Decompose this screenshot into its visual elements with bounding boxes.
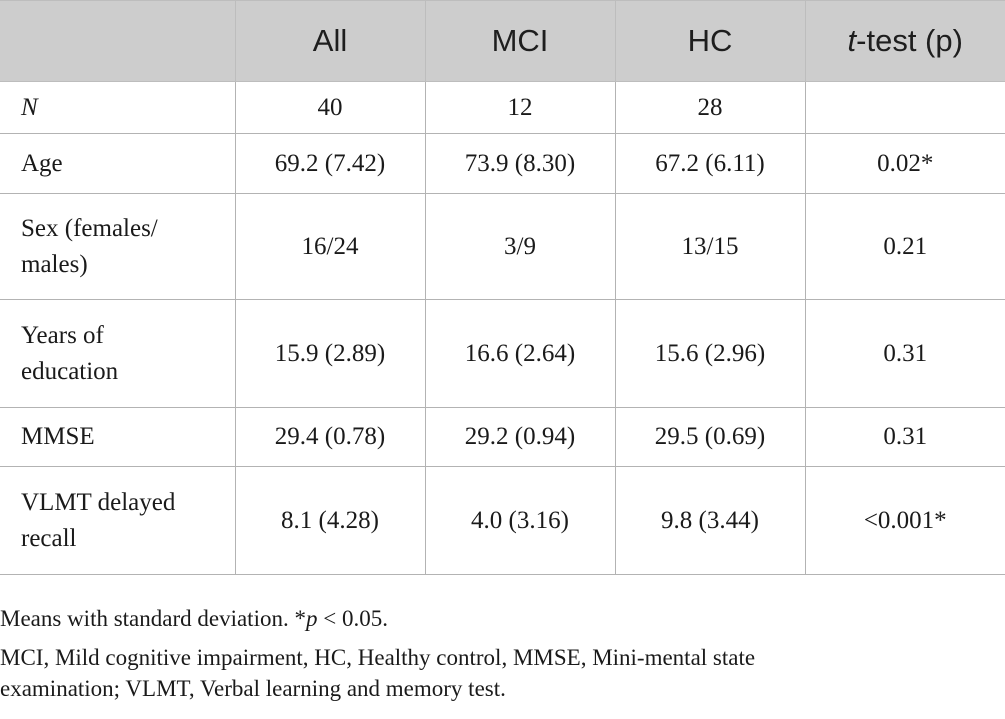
table-cell: 29.2 (0.94) xyxy=(424,407,616,467)
table-cell: <0.001* xyxy=(804,466,1005,575)
footnote-means: Means with standard deviation. *p < 0.05… xyxy=(0,606,388,631)
table-cell: 9.8 (3.44) xyxy=(614,466,806,575)
demographics-table: All MCI HC t-test (p) N 40 12 28 Age 69.… xyxy=(0,0,1005,575)
header-mci: MCI xyxy=(424,0,615,82)
table-cell: 8.1 (4.28) xyxy=(234,466,426,575)
row-label-mmse: MMSE xyxy=(0,407,236,467)
table-cell: 12 xyxy=(424,81,616,134)
table-row: MMSE 29.4 (0.78) 29.2 (0.94) 29.5 (0.69)… xyxy=(0,407,1005,467)
table-cell: 0.21 xyxy=(804,193,1005,300)
row-label-vlmt: VLMT delayed recall xyxy=(0,466,236,575)
table-cell: 29.5 (0.69) xyxy=(614,407,806,467)
table-row: Age 69.2 (7.42) 73.9 (8.30) 67.2 (6.11) … xyxy=(0,133,1005,194)
table-cell: 0.31 xyxy=(804,407,1005,467)
table-cell: 15.9 (2.89) xyxy=(234,299,426,408)
table-cell: 15.6 (2.96) xyxy=(614,299,806,408)
footnote-abbreviations-cont: examination; VLMT, Verbal learning and m… xyxy=(0,676,506,701)
table-row: Sex (females/males) 16/24 3/9 13/15 0.21 xyxy=(0,193,1005,300)
table-cell: 67.2 (6.11) xyxy=(614,133,806,194)
table-cell: 28 xyxy=(614,81,806,134)
header-ttest-italic: t xyxy=(847,23,857,58)
header-ttest-rest: -test (p) xyxy=(856,23,963,58)
header-all: All xyxy=(234,0,425,82)
table-cell: 16.6 (2.64) xyxy=(424,299,616,408)
table-cell: 73.9 (8.30) xyxy=(424,133,616,194)
header-row: All MCI HC t-test (p) xyxy=(0,0,1005,82)
table-cell: 0.02* xyxy=(804,133,1005,194)
table-row: Years of education 15.9 (2.89) 16.6 (2.64… xyxy=(0,299,1005,408)
table-cell: 0.31 xyxy=(804,299,1005,408)
table-cell xyxy=(804,81,1005,134)
row-label-sex: Sex (females/males) xyxy=(0,193,236,300)
table-cell: 69.2 (7.42) xyxy=(234,133,426,194)
header-ttest: t-test (p) xyxy=(804,0,1005,82)
footnote-abbreviations: MCI, Mild cognitive impairment, HC, Heal… xyxy=(0,645,756,670)
table-cell: 13/15 xyxy=(614,193,806,300)
table-cell: 16/24 xyxy=(234,193,426,300)
table-cell: 4.0 (3.16) xyxy=(424,466,616,575)
row-label-n: N xyxy=(0,81,236,134)
header-blank xyxy=(0,0,235,82)
table-cell: 40 xyxy=(234,81,426,134)
row-label-education: Years of education xyxy=(0,299,236,408)
row-label-age: Age xyxy=(0,133,236,194)
header-hc: HC xyxy=(614,0,805,82)
table-row: N 40 12 28 xyxy=(0,81,1005,134)
table-cell: 29.4 (0.78) xyxy=(234,407,426,467)
table-cell: 3/9 xyxy=(424,193,616,300)
table-row: VLMT delayed recall 8.1 (4.28) 4.0 (3.16)… xyxy=(0,466,1005,575)
